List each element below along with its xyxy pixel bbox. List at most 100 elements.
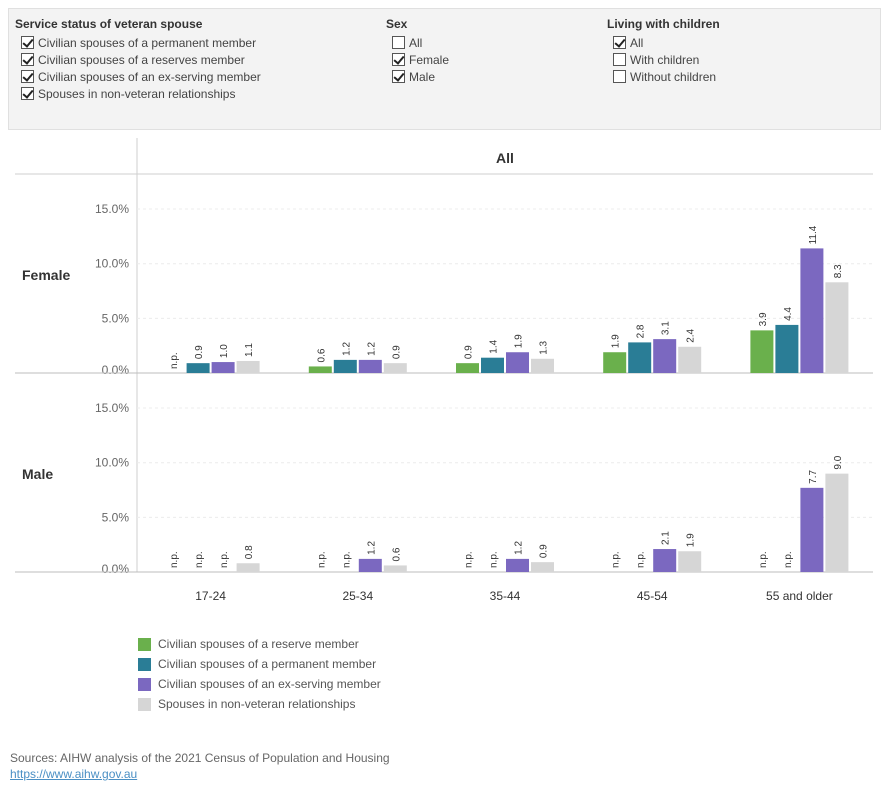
sex-all-option[interactable]: All bbox=[386, 34, 449, 51]
sex-female-option[interactable]: Female bbox=[386, 51, 449, 68]
legend-item-ex-serving[interactable]: Civilian spouses of an ex-serving member bbox=[138, 674, 381, 694]
checkbox[interactable] bbox=[613, 53, 626, 66]
bar-label-np: n.p. bbox=[169, 352, 180, 369]
bar bbox=[383, 363, 407, 373]
bar bbox=[236, 563, 260, 572]
bar-value-label: 1.9 bbox=[611, 334, 622, 348]
bar-value-label: 0.9 bbox=[539, 544, 550, 558]
checkbox[interactable] bbox=[392, 36, 405, 49]
children-with-option[interactable]: With children bbox=[607, 51, 720, 68]
bar-value-label: 9.0 bbox=[833, 455, 844, 469]
legend: Civilian spouses of a reserve member Civ… bbox=[138, 634, 381, 714]
bar-value-label: 1.9 bbox=[686, 533, 697, 547]
bar-value-label: 11.4 bbox=[808, 225, 819, 244]
column-header: All bbox=[496, 150, 514, 166]
children-filter: Living with children All With children W… bbox=[607, 17, 720, 85]
bar bbox=[236, 360, 260, 373]
y-tick-label: 15.0% bbox=[95, 401, 129, 415]
bar-value-label: 2.4 bbox=[686, 328, 697, 342]
bar-value-label: 0.6 bbox=[391, 547, 402, 561]
bar bbox=[825, 473, 849, 572]
bar-value-label: 0.9 bbox=[464, 345, 475, 359]
bar bbox=[506, 558, 529, 572]
legend-item-reserve[interactable]: Civilian spouses of a reserve member bbox=[138, 634, 381, 654]
bar-value-label: 1.0 bbox=[219, 344, 230, 358]
bar bbox=[531, 358, 554, 373]
bar-value-label: 1.9 bbox=[514, 334, 525, 348]
bar-label-np: n.p. bbox=[464, 551, 475, 568]
checkbox[interactable] bbox=[613, 36, 626, 49]
y-tick-label: 5.0% bbox=[102, 510, 130, 524]
legend-swatch bbox=[138, 637, 151, 651]
bar-value-label: 1.2 bbox=[514, 541, 525, 555]
service-reserves-option[interactable]: Civilian spouses of a reserves member bbox=[15, 51, 261, 68]
legend-item-non-veteran[interactable]: Spouses in non-veteran relationships bbox=[138, 694, 381, 714]
bar bbox=[825, 282, 849, 373]
service-ex-serving-option[interactable]: Civilian spouses of an ex-serving member bbox=[15, 68, 261, 85]
bar bbox=[800, 248, 824, 373]
option-label: Male bbox=[409, 69, 436, 84]
bar-label-np: n.p. bbox=[194, 551, 205, 568]
bar bbox=[678, 551, 702, 572]
filters-panel: Service status of veteran spouse Civilia… bbox=[8, 8, 881, 130]
bar bbox=[383, 565, 407, 572]
y-tick-label: 5.0% bbox=[102, 311, 130, 325]
option-label: Civilian spouses of a reserves member bbox=[38, 52, 245, 67]
option-label: Spouses in non-veteran relationships bbox=[38, 86, 236, 101]
bar-label-np: n.p. bbox=[316, 551, 327, 568]
x-tick-label: 35-44 bbox=[490, 589, 521, 603]
service-permanent-option[interactable]: Civilian spouses of a permanent member bbox=[15, 34, 261, 51]
bar-value-label: 1.4 bbox=[489, 339, 500, 353]
bar-chart: All 0.0% 5.0% 10.0% 15.0% Female n.p. 0.9 1.0 1.1… bbox=[15, 138, 873, 603]
y-tick-label: 0.0% bbox=[102, 363, 130, 377]
sources-link[interactable]: https://www.aihw.gov.au bbox=[10, 767, 138, 781]
bar-label-np: n.p. bbox=[169, 551, 180, 568]
x-tick-label: 55 and older bbox=[766, 589, 833, 603]
option-label: All bbox=[630, 35, 644, 50]
bar-label-np: n.p. bbox=[783, 551, 794, 568]
service-non-veteran-option[interactable]: Spouses in non-veteran relationships bbox=[15, 85, 261, 102]
sex-filter: Sex All Female Male bbox=[386, 17, 449, 85]
children-all-option[interactable]: All bbox=[607, 34, 720, 51]
bar bbox=[333, 359, 357, 373]
children-title: Living with children bbox=[607, 17, 720, 31]
children-without-option[interactable]: Without children bbox=[607, 68, 720, 85]
bar-value-label: 1.2 bbox=[341, 342, 352, 356]
bar bbox=[531, 562, 554, 572]
bar-value-label: 2.1 bbox=[661, 531, 672, 545]
legend-label: Civilian spouses of an ex-serving member bbox=[158, 677, 381, 691]
bar-label-np: n.p. bbox=[219, 551, 230, 568]
legend-item-permanent[interactable]: Civilian spouses of a permanent member bbox=[138, 654, 381, 674]
option-label: All bbox=[409, 35, 423, 50]
sex-male-option[interactable]: Male bbox=[386, 68, 449, 85]
sources-text: Sources: AIHW analysis of the 2021 Censu… bbox=[10, 751, 390, 765]
bar bbox=[750, 330, 774, 373]
bar-value-label: 1.3 bbox=[539, 340, 550, 354]
x-tick-label: 25-34 bbox=[342, 589, 373, 603]
legend-label: Civilian spouses of a reserve member bbox=[158, 637, 359, 651]
option-label: Civilian spouses of a permanent member bbox=[38, 35, 257, 50]
legend-label: Civilian spouses of a permanent member bbox=[158, 657, 377, 671]
bar bbox=[653, 339, 677, 373]
bar-label-np: n.p. bbox=[636, 551, 647, 568]
row-label-female: Female bbox=[22, 267, 70, 283]
bar bbox=[653, 549, 677, 572]
bar bbox=[628, 342, 652, 373]
bar bbox=[456, 363, 479, 373]
checkbox[interactable] bbox=[392, 53, 405, 66]
checkbox[interactable] bbox=[21, 70, 34, 83]
checkbox[interactable] bbox=[21, 53, 34, 66]
service-status-title: Service status of veteran spouse bbox=[15, 17, 203, 31]
checkbox[interactable] bbox=[21, 36, 34, 49]
row-label-male: Male bbox=[22, 466, 53, 482]
checkbox[interactable] bbox=[613, 70, 626, 83]
bar-label-np: n.p. bbox=[489, 551, 500, 568]
checkbox[interactable] bbox=[392, 70, 405, 83]
bar-value-label: 4.4 bbox=[783, 307, 794, 321]
sex-title: Sex bbox=[386, 17, 408, 31]
option-label: Without children bbox=[630, 69, 717, 84]
checkbox[interactable] bbox=[21, 87, 34, 100]
legend-swatch bbox=[138, 657, 151, 671]
bar bbox=[603, 352, 627, 373]
bar-value-label: 3.9 bbox=[758, 312, 769, 326]
